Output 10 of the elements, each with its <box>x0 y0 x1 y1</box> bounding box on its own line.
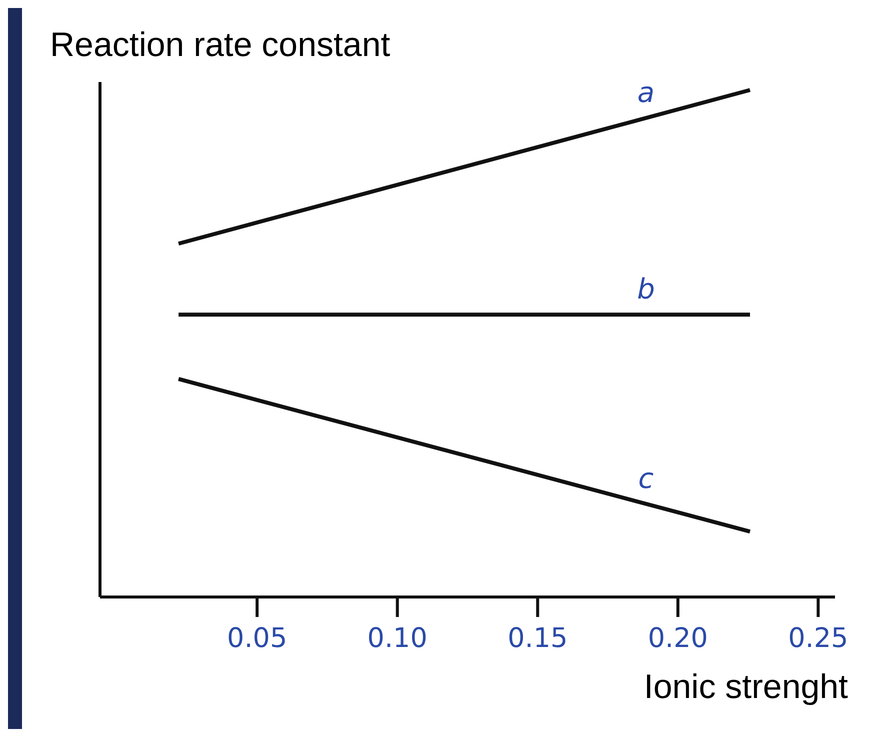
x-tick-label: 0.25 <box>788 623 848 654</box>
series-label: a <box>637 76 655 109</box>
x-axis-title: Ionic strenght <box>644 668 849 706</box>
x-tick-label: 0.20 <box>648 623 708 654</box>
series-label: b <box>637 272 655 306</box>
y-axis-title: Reaction rate constant <box>50 26 391 64</box>
series-label: c <box>638 462 654 495</box>
x-tick-label: 0.10 <box>367 623 428 654</box>
x-tick-label: 0.15 <box>508 623 568 654</box>
x-tick-label: 0.05 <box>227 623 288 654</box>
